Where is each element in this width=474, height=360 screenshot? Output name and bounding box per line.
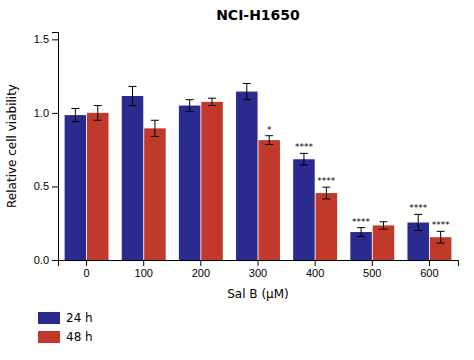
x-tick: 200 bbox=[192, 260, 210, 279]
title: NCI-H1650 bbox=[216, 7, 300, 23]
bar bbox=[236, 92, 258, 260]
error-bar bbox=[186, 100, 194, 112]
x-tick-label: 600 bbox=[420, 267, 438, 279]
x-tick-label: 100 bbox=[135, 267, 153, 279]
x-tick-mark bbox=[258, 260, 259, 266]
bar bbox=[201, 102, 223, 260]
x-tick: 0 bbox=[84, 260, 90, 279]
error-bar bbox=[243, 83, 251, 99]
y-tick: 0.0 bbox=[34, 254, 58, 266]
chart: 0.00.51.01.50100200300400500600*********… bbox=[0, 0, 474, 360]
bar bbox=[258, 140, 280, 260]
y-axis-title: Relative cell viability bbox=[5, 84, 19, 208]
bar bbox=[373, 225, 395, 260]
y-axis: 0.0 0.5 1.0 1.5 bbox=[34, 33, 59, 267]
x-tick-mark bbox=[315, 260, 316, 266]
x-tick-mark bbox=[372, 260, 373, 266]
legend-swatch bbox=[38, 312, 60, 324]
annotations: ********************* bbox=[267, 125, 450, 231]
x-tick-mark bbox=[200, 260, 201, 266]
significance-label: **** bbox=[352, 217, 371, 227]
y-tick: 0.5 bbox=[34, 180, 58, 192]
y-tick-mark bbox=[52, 39, 58, 40]
y-tick-label: 0.0 bbox=[34, 254, 49, 266]
x-tick-mark bbox=[143, 260, 144, 266]
bar bbox=[179, 106, 201, 260]
y-tick: 1.0 bbox=[34, 107, 58, 119]
x-tick-label: 300 bbox=[249, 267, 267, 279]
error-bar bbox=[437, 231, 445, 243]
x-tick: 300 bbox=[249, 260, 267, 279]
error-bar bbox=[414, 214, 422, 230]
error-bar bbox=[71, 108, 79, 121]
significance-label: **** bbox=[295, 142, 314, 152]
y-axis-line bbox=[52, 33, 59, 261]
x-tick: 400 bbox=[306, 260, 324, 279]
bar bbox=[144, 128, 166, 260]
bar bbox=[122, 96, 144, 260]
bar bbox=[87, 113, 109, 260]
x-tick-label: 400 bbox=[306, 267, 324, 279]
error-bar bbox=[357, 228, 365, 237]
error-bar bbox=[208, 98, 216, 105]
x-tick-label: 0 bbox=[84, 267, 90, 279]
error-bar bbox=[151, 120, 159, 136]
plot: 0.00.51.01.50100200300400500600*********… bbox=[34, 33, 459, 279]
y-tick-mark bbox=[52, 260, 58, 261]
marks bbox=[65, 83, 452, 260]
y-tick-label: 1.5 bbox=[34, 33, 49, 45]
x-tick-label: 500 bbox=[363, 267, 381, 279]
error-bar bbox=[379, 222, 387, 229]
error-bar bbox=[322, 187, 330, 199]
error-bar bbox=[300, 153, 308, 165]
x-axis-line bbox=[59, 261, 459, 267]
x-axis: 0 100 200 300 400 500 600 bbox=[59, 260, 459, 279]
legend-label: 24 h bbox=[66, 311, 93, 325]
legend: 24 h 48 h bbox=[38, 311, 93, 344]
x-tick: 600 bbox=[420, 260, 438, 279]
x-tick: 100 bbox=[135, 260, 153, 279]
x-tick-mark bbox=[429, 260, 430, 266]
y-tick-label: 1.0 bbox=[34, 107, 49, 119]
x-tick-mark bbox=[86, 260, 87, 266]
y-tick: 1.5 bbox=[34, 33, 58, 45]
x-axis-title: Sal B (μM) bbox=[227, 287, 289, 301]
series bbox=[65, 83, 429, 260]
significance-label: **** bbox=[409, 203, 428, 213]
significance-label: **** bbox=[317, 176, 336, 186]
error-bar bbox=[94, 106, 102, 121]
legend-swatch bbox=[38, 331, 60, 343]
bar bbox=[293, 159, 315, 260]
significance-label: * bbox=[267, 125, 272, 135]
x-tick-label: 200 bbox=[192, 267, 210, 279]
y-tick-mark bbox=[52, 113, 58, 114]
legend-item: 24 h bbox=[38, 311, 93, 325]
error-bar bbox=[265, 136, 273, 145]
legend-item: 48 h bbox=[38, 330, 93, 344]
series bbox=[87, 98, 451, 260]
y-tick-label: 0.5 bbox=[34, 180, 49, 192]
bar bbox=[316, 193, 338, 260]
x-tick: 500 bbox=[363, 260, 381, 279]
y-tick-mark bbox=[52, 186, 58, 187]
significance-label: **** bbox=[432, 220, 451, 230]
error-bar bbox=[129, 86, 137, 105]
legend-label: 48 h bbox=[66, 330, 93, 344]
bar bbox=[65, 115, 87, 260]
